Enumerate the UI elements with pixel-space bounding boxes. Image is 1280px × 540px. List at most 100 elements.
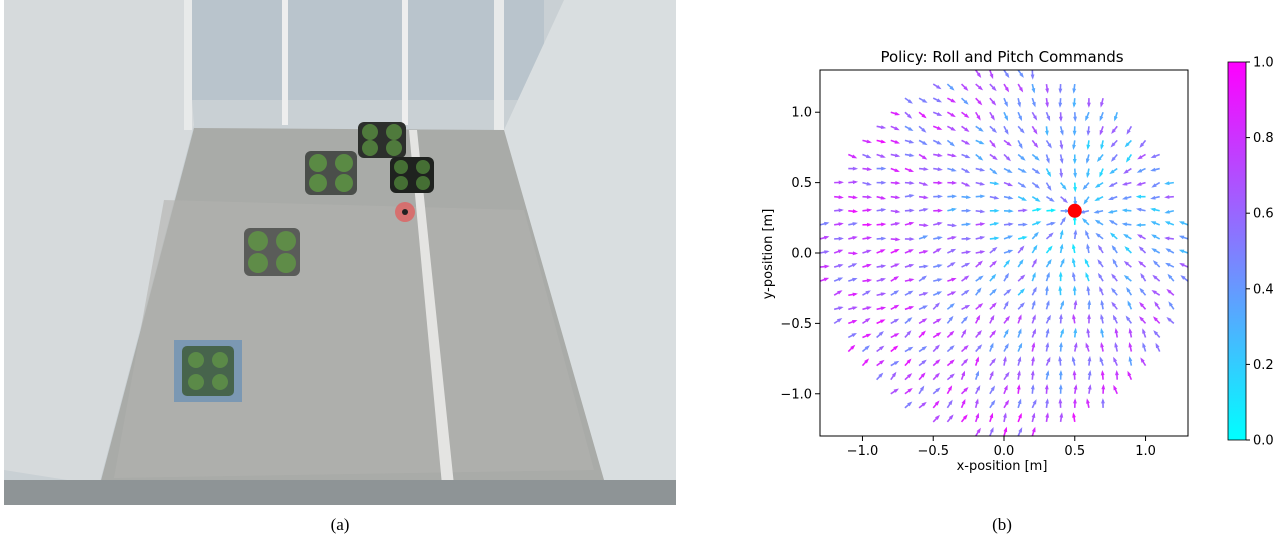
quiver-arrow-head xyxy=(907,317,913,322)
quiver-arrow-head xyxy=(1164,221,1171,226)
quiver-arrow-head xyxy=(1071,271,1076,278)
quiver-arrow-head xyxy=(880,249,886,254)
quiver-arrow-head xyxy=(991,273,997,279)
quiver-arrow-head xyxy=(837,277,844,282)
quiver-arrow-head xyxy=(894,153,901,158)
quiver-arrow-head xyxy=(907,346,914,351)
quiver-arrow-head xyxy=(908,221,915,226)
quiver-arrow-head xyxy=(1150,195,1156,200)
quiver-arrow-head xyxy=(1082,184,1088,191)
quiver-arrow-head xyxy=(1021,168,1027,173)
quiver-arrow-head xyxy=(1085,115,1089,122)
quiver-arrow-head xyxy=(1140,272,1145,279)
quiver-arrow-head xyxy=(1124,246,1130,252)
quiver-arrow-head xyxy=(1152,260,1158,266)
quiver-arrow-head xyxy=(1166,317,1172,322)
quiver-arrow-head xyxy=(1099,172,1104,178)
quiver-arrow-head xyxy=(866,263,872,268)
quiver-arrow-head xyxy=(1086,144,1091,151)
quiver-arrow-head xyxy=(949,85,955,91)
quiver-arrow-head xyxy=(1034,155,1040,161)
quiver-arrow-head xyxy=(1061,184,1067,191)
quiver-arrow-head xyxy=(921,113,927,119)
quadrotor-drone xyxy=(358,122,406,158)
quadrotor-drone xyxy=(244,228,300,276)
quiver-arrow-head xyxy=(979,222,986,227)
quiver-arrow-head xyxy=(1017,328,1022,334)
quiver-arrow-head xyxy=(881,222,887,227)
quiver-arrow-head xyxy=(1111,287,1116,293)
quiver-arrow-head xyxy=(966,236,972,241)
quiver-arrow-head xyxy=(974,398,979,404)
quiver-arrow-head xyxy=(977,100,983,106)
x-axis-ticks: −1.0 −0.5 0.0 0.5 1.0 xyxy=(847,436,1156,459)
quiver-arrow-head xyxy=(1030,369,1035,376)
quiver-arrow-head xyxy=(880,292,887,297)
quiver-arrow-head xyxy=(893,318,900,323)
quiver-arrow-head xyxy=(1115,369,1119,376)
quiver-arrow-head xyxy=(1114,342,1119,348)
quiver-arrow-head xyxy=(1073,341,1078,348)
quiver-arrow-head xyxy=(949,141,956,147)
quiver-arrow-head xyxy=(894,111,901,116)
y-axis-label: y-position [m] xyxy=(761,209,776,300)
quiver-arrow-head xyxy=(867,222,873,227)
quiver-arrow-head xyxy=(980,194,986,199)
quiver-arrow-head xyxy=(1003,412,1007,418)
quiver-arrow-head xyxy=(1114,115,1118,122)
quiver-arrow-head xyxy=(1022,236,1028,240)
quiver-arrow-head xyxy=(866,167,873,171)
quiver-arrow-head xyxy=(851,154,858,159)
quiver-arrow-head xyxy=(908,306,915,310)
quiver-arrow-head xyxy=(977,85,984,91)
quiver-arrow-head xyxy=(991,288,997,294)
quiver-arrow-head xyxy=(1030,384,1035,390)
tape-strip xyxy=(409,130,454,485)
quiver-arrow-head xyxy=(1031,342,1036,348)
quiver-arrow-head xyxy=(992,155,998,161)
quiver-arrow-head xyxy=(923,195,929,200)
quiver-arrow-head xyxy=(1058,116,1063,122)
quiver-arrow-head xyxy=(965,222,972,227)
quiver-arrow-head xyxy=(1152,316,1158,322)
quiver-arrow-head xyxy=(880,278,887,282)
quiver-arrow-head xyxy=(852,180,859,185)
quiver-arrow-head xyxy=(895,195,901,200)
quiver-arrow-head xyxy=(1100,144,1105,150)
quiver-arrow-head xyxy=(1034,169,1041,175)
quiver-arrow-head xyxy=(838,306,844,311)
quiver-arrow-head xyxy=(964,127,970,132)
quiver-arrow-head xyxy=(908,249,914,253)
quiver-arrow-head xyxy=(989,412,994,419)
quiver-arrow-head xyxy=(907,401,913,407)
quiver-arrow-head xyxy=(1081,217,1088,224)
quiver-arrow-head xyxy=(1036,207,1042,212)
quiver-arrow-head xyxy=(951,153,957,158)
quiver-arrow-head xyxy=(990,385,996,391)
y-tick-label: 0.5 xyxy=(791,176,812,191)
quiver-arrow-head xyxy=(1178,221,1185,225)
quiver-arrow-head xyxy=(1049,197,1055,202)
quiver-arrow-head xyxy=(1087,313,1091,319)
quiver-arrow-head xyxy=(894,168,900,172)
quiver-arrow-head xyxy=(948,414,954,420)
quiver-arrow-head xyxy=(1114,327,1119,334)
quiver-arrow-head xyxy=(1007,182,1014,187)
quiver-arrow-head xyxy=(934,400,940,406)
quiver-arrow-head xyxy=(989,73,994,80)
quiver-arrow-head xyxy=(1073,299,1078,306)
quiver-arrow-head xyxy=(838,195,844,200)
quiver-arrow-head xyxy=(990,314,995,321)
quiver-arrow-head xyxy=(1139,316,1144,322)
quiver-arrow-head xyxy=(1168,301,1173,307)
colorbar-tick-label: 0.2 xyxy=(1253,358,1274,373)
quiver-arrow-head xyxy=(851,263,858,268)
quiver-arrow-head xyxy=(1128,356,1133,362)
quiver-arrow-head xyxy=(992,169,998,175)
quiver-arrow-head xyxy=(1072,144,1076,151)
x-tick-label: 0.5 xyxy=(1064,444,1085,459)
quiver-arrow-head xyxy=(1048,232,1054,238)
quiver-arrow-head xyxy=(935,387,941,393)
quiver-arrow-head xyxy=(922,98,928,103)
quiver-arrow-head xyxy=(1135,223,1142,227)
